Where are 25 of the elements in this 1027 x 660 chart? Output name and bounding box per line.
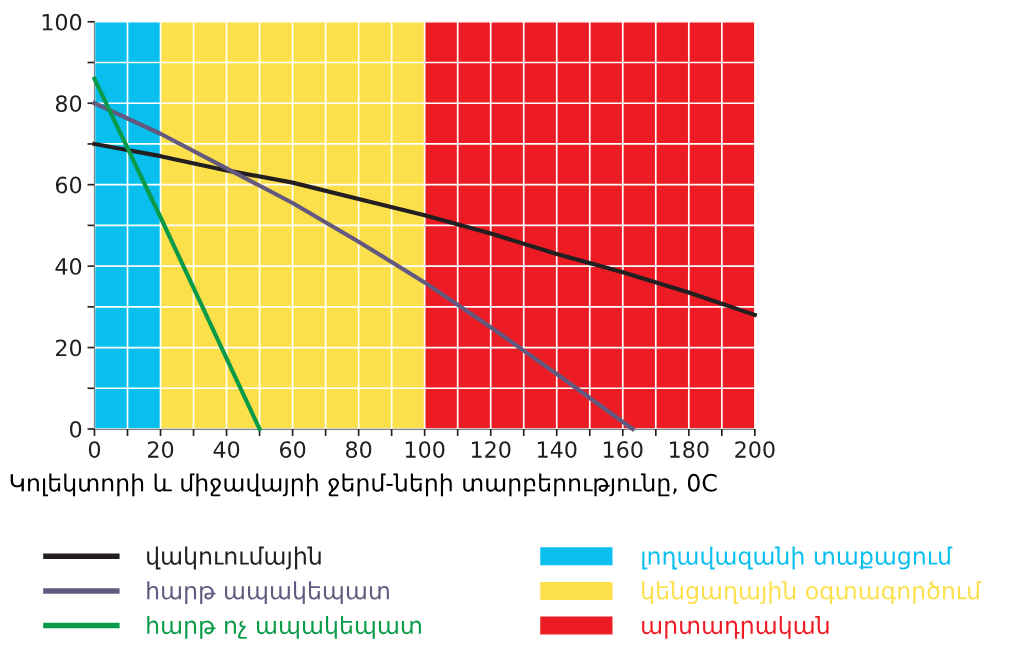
y-tick-label: 60 bbox=[55, 176, 82, 194]
legend-label: հարթ ապակեպատ bbox=[147, 581, 389, 605]
x-tick-label: 180 bbox=[670, 441, 709, 459]
x-tick-label: 100 bbox=[405, 441, 445, 459]
legend-label: լողավազանի տաքացում bbox=[642, 546, 953, 570]
y-tick-label: 40 bbox=[55, 258, 82, 275]
x-tick-label: 140 bbox=[537, 441, 577, 459]
x-axis-title: Կոլեկտորի և միջավայրի ջերմ-ների տարբերությունը, 0C bbox=[10, 473, 717, 497]
x-tick-label: 60 bbox=[280, 441, 306, 459]
legend-label: կենցաղային օգտագործում bbox=[642, 581, 982, 605]
y-tick-label: 20 bbox=[56, 339, 82, 357]
x-tick-label: 200 bbox=[735, 441, 775, 459]
legend-label: արտադրական bbox=[642, 615, 829, 639]
x-tick-label: 120 bbox=[471, 441, 511, 459]
x-tick-label: 160 bbox=[604, 441, 643, 459]
y-tick-label: 80 bbox=[55, 95, 82, 112]
x-tick-label: 20 bbox=[148, 441, 174, 459]
x-tick-label: 0 bbox=[88, 441, 101, 459]
legend-label: վակուումային bbox=[147, 546, 321, 570]
legend-label: հարթ ոչ ապակեպատ bbox=[147, 615, 421, 639]
line-series bbox=[92, 101, 635, 432]
x-tick-label: 80 bbox=[346, 441, 372, 459]
y-tick-label: 0 bbox=[70, 420, 82, 438]
y-tick-label: 100 bbox=[42, 13, 82, 31]
x-tick-label: 40 bbox=[213, 441, 240, 459]
